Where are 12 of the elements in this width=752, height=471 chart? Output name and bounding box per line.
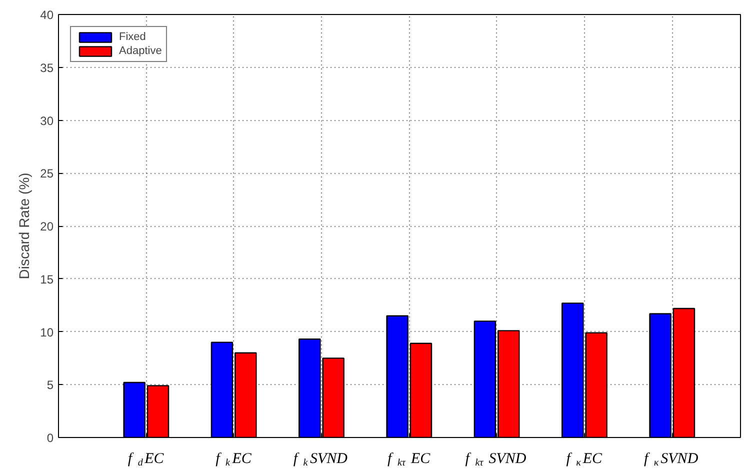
y-tick-label: 5: [46, 378, 54, 392]
y-tick-label: 35: [40, 60, 54, 75]
y-tick-label: 10: [40, 325, 54, 340]
y-tick-label: 0: [46, 431, 54, 445]
legend-label: Fixed: [119, 31, 146, 43]
y-tick-label: 25: [40, 166, 54, 181]
y-tick-label: 20: [40, 220, 54, 234]
legend-label: Adaptive: [119, 45, 162, 57]
y-tick-label: 15: [40, 272, 54, 286]
y-axis-title: Discard Rate (%): [16, 172, 32, 280]
y-tick-label: 40: [40, 8, 54, 22]
y-tick-label: 30: [40, 114, 54, 128]
